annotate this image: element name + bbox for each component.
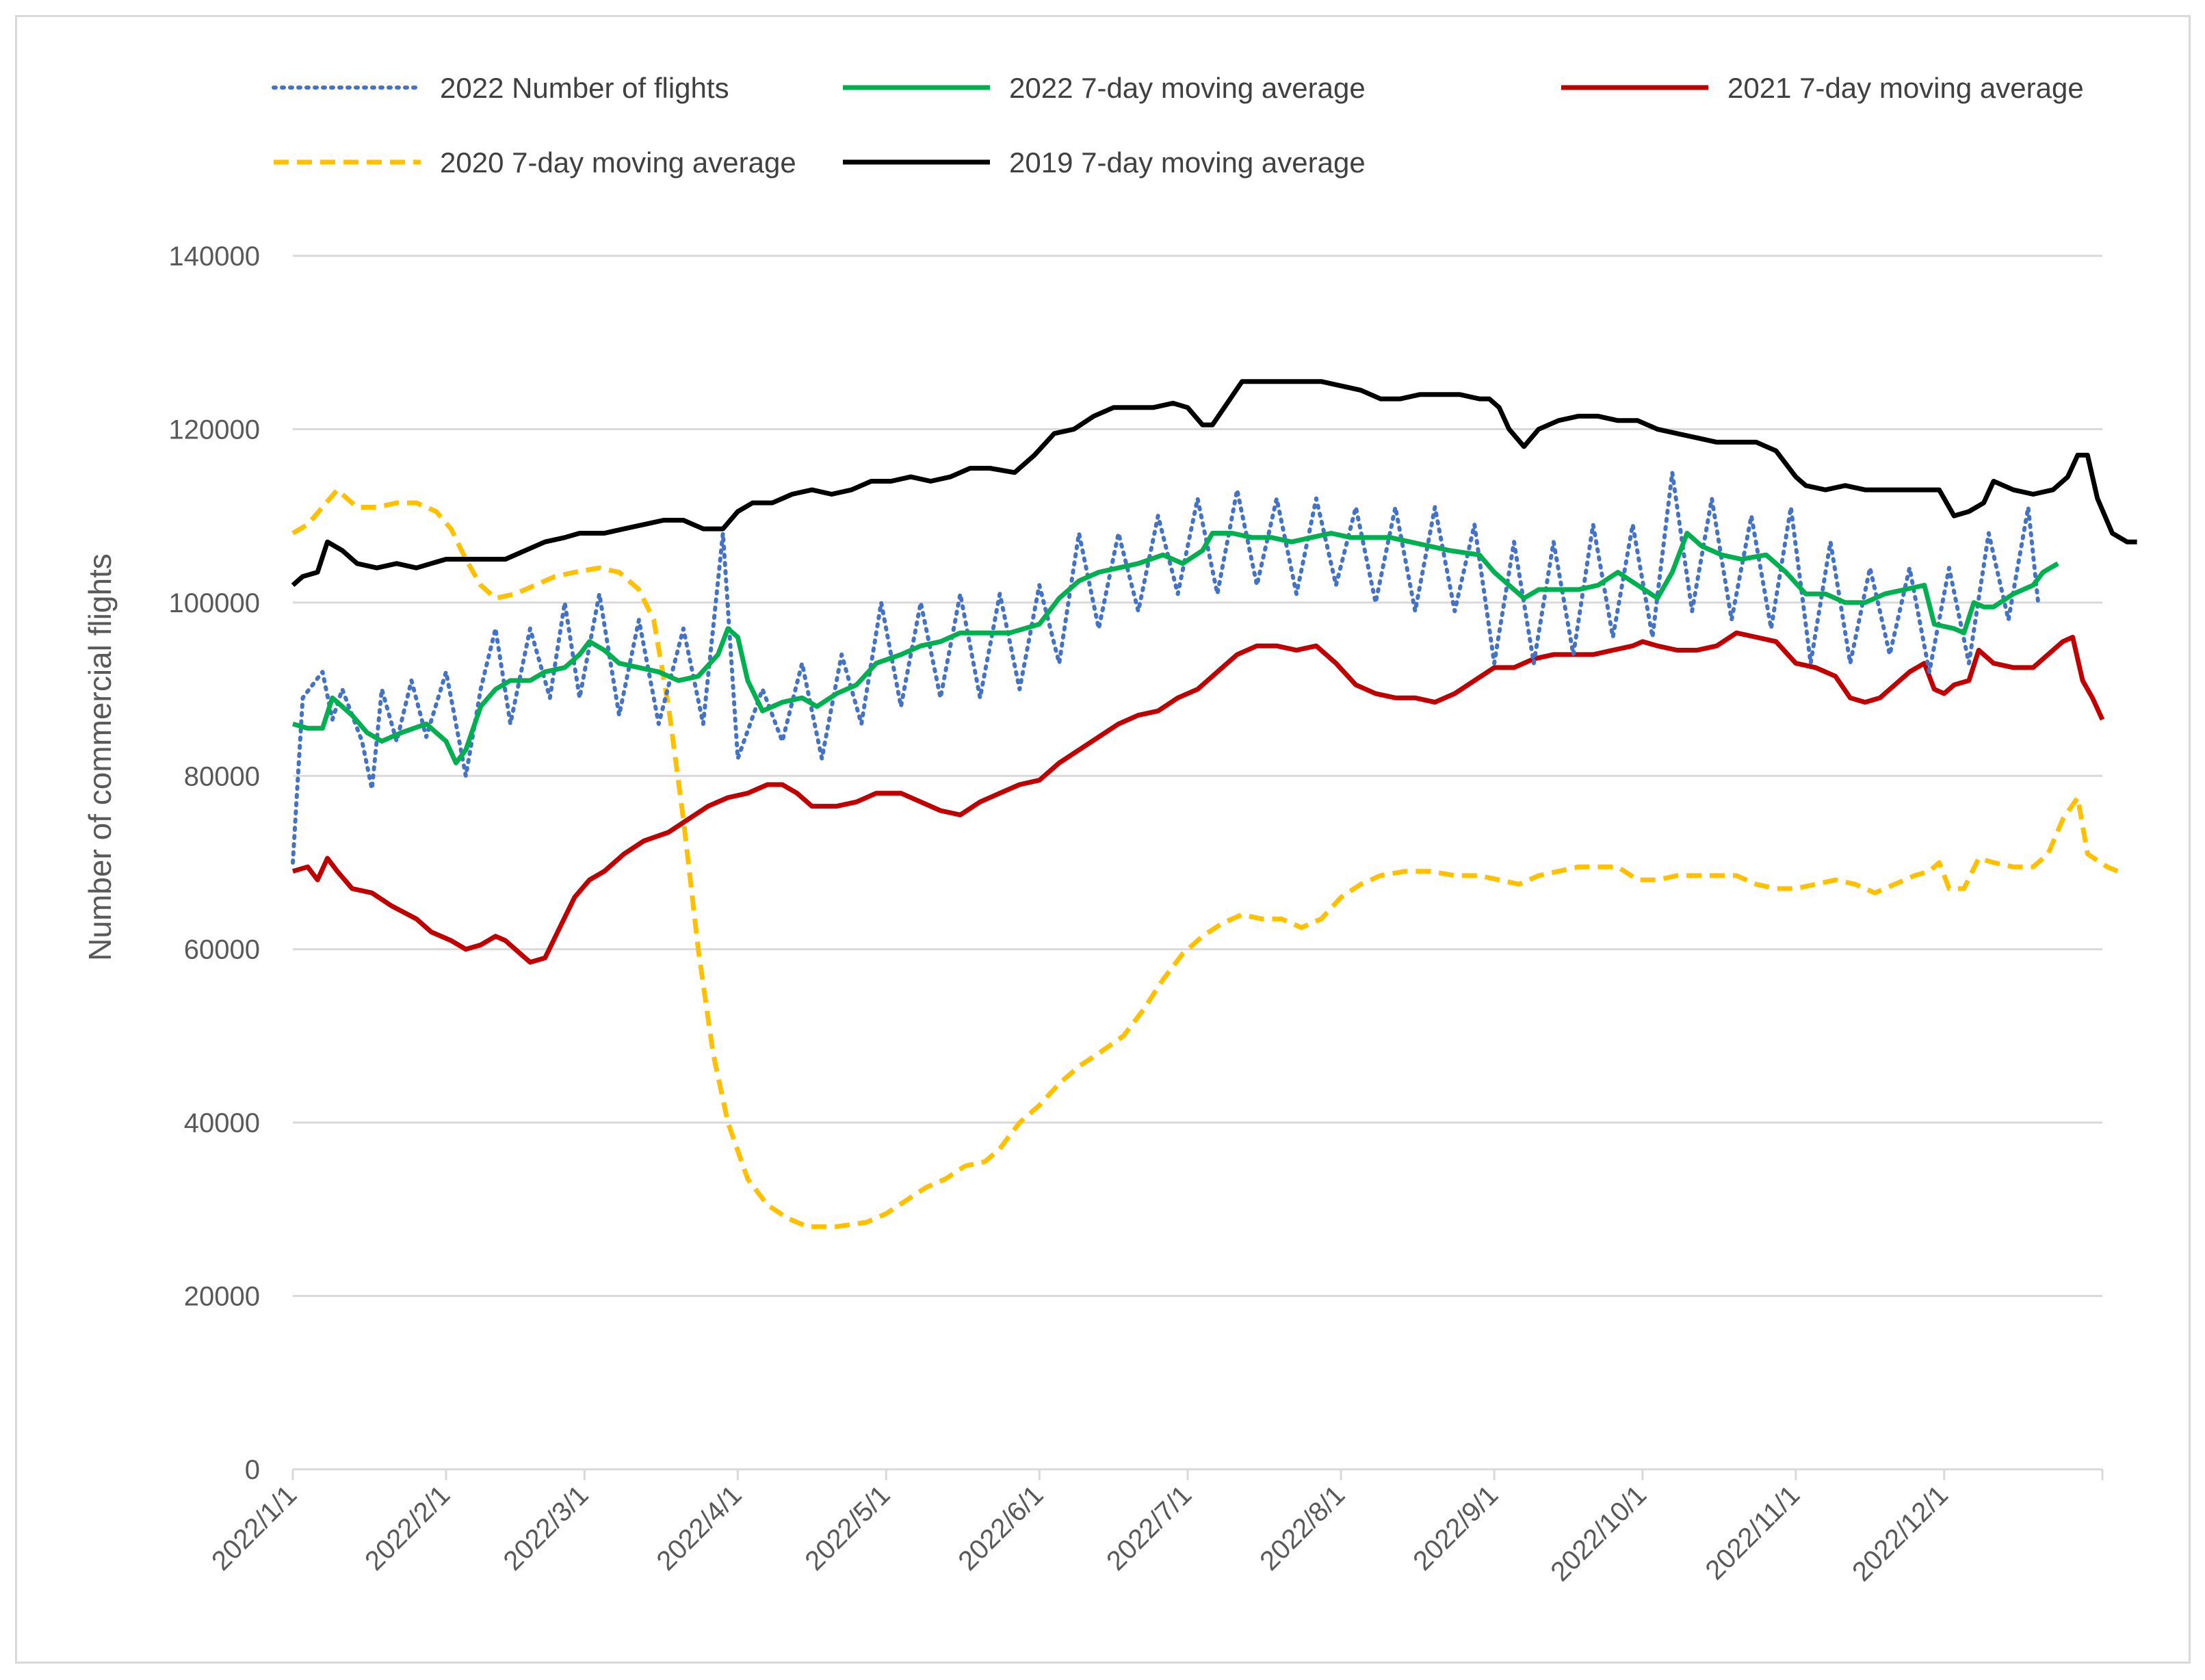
legend-label-1: 2022 7-day moving average: [1009, 72, 1366, 104]
legend-label-0: 2022 Number of flights: [440, 72, 729, 104]
y-tick-label: 20000: [184, 1282, 260, 1312]
x-tick-label: 2022/10/1: [1545, 1480, 1652, 1587]
x-tick-label: 2022/8/1: [1254, 1480, 1351, 1576]
x-tick-label: 2022/5/1: [799, 1480, 896, 1576]
y-tick-label: 60000: [184, 935, 260, 965]
x-tick-label: 2022/7/1: [1101, 1480, 1197, 1576]
x-tick-label: 2022/11/1: [1699, 1480, 1805, 1586]
legend-label-2: 2021 7-day moving average: [1727, 72, 2084, 104]
legend-label-3: 2020 7-day moving average: [440, 146, 796, 179]
x-tick-label: 2022/12/1: [1847, 1480, 1954, 1587]
y-axis-label: Number of commercial flights: [82, 553, 118, 961]
series-line-4: [291, 379, 2137, 588]
x-axis-ticks: 2022/1/1 2022/2/1 2022/3/1 2022/4/1 2022/5/1…: [206, 1469, 2104, 1587]
y-tick-label: 100000: [169, 588, 260, 618]
y-axis-ticks: 0 20000 40000 60000 80000 100000 120000 140000: [169, 241, 260, 1485]
x-tick-label: 2022/3/1: [498, 1480, 595, 1576]
chart-frame: [15, 15, 2191, 1664]
y-tick-label: 80000: [184, 761, 260, 791]
x-tick-label: 2022/2/1: [359, 1480, 456, 1576]
series-line-1: [292, 531, 2059, 765]
gridlines: [293, 254, 2102, 1298]
x-tick-label: 2022/9/1: [1407, 1480, 1504, 1576]
x-tick-label: 2022/6/1: [952, 1480, 1049, 1576]
series-lines: [291, 379, 2137, 1229]
y-tick-label: 40000: [184, 1108, 260, 1138]
y-tick-label: 140000: [169, 241, 260, 272]
x-tick-label: 2022/1/1: [206, 1480, 302, 1576]
series-line-3: [291, 487, 2124, 1229]
series-line-0: [291, 470, 2041, 865]
y-tick-label: 120000: [169, 415, 260, 445]
legend-label-4: 2019 7-day moving average: [1009, 146, 1366, 179]
series-line-2: [292, 630, 2105, 965]
legend: 2022 Number of flights 2022 7-day moving …: [272, 72, 2084, 179]
y-tick-label: 0: [245, 1455, 260, 1485]
x-tick-label: 2022/4/1: [651, 1480, 748, 1576]
